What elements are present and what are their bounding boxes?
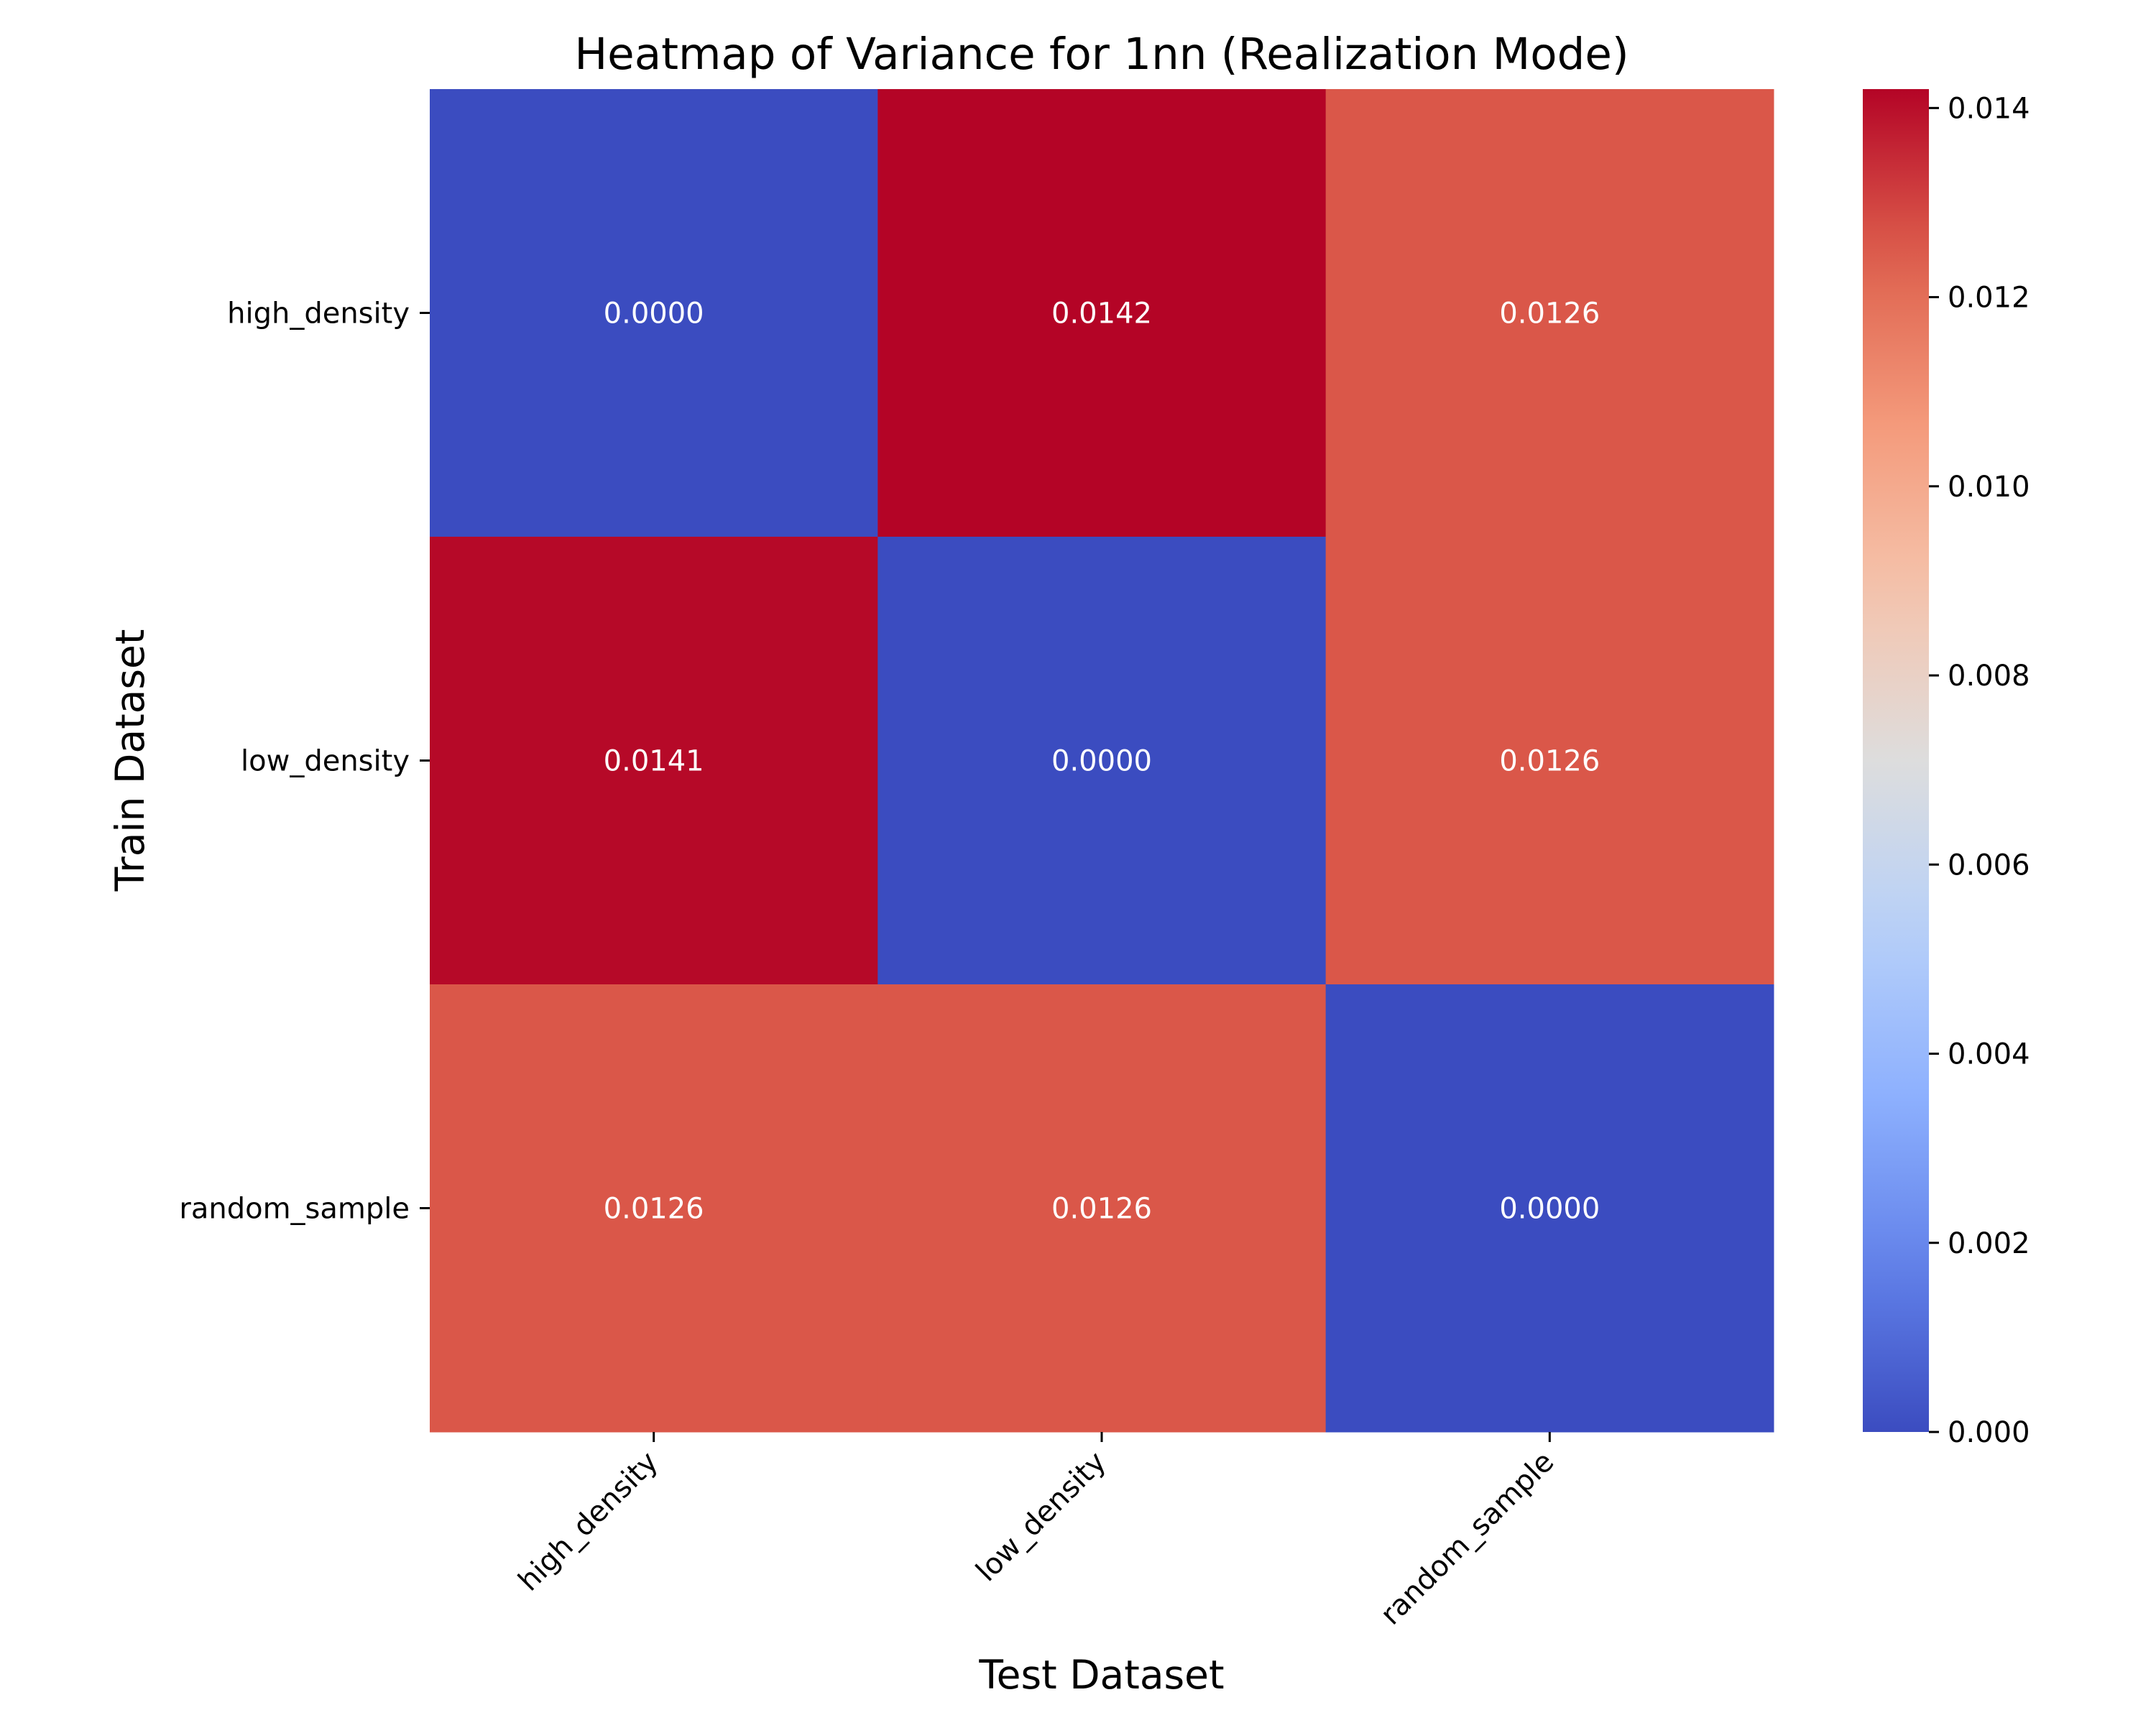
- colorbar-tick-label: 0.008: [1948, 660, 2030, 693]
- heatmap-cell: [430, 984, 878, 1433]
- colorbar: [1863, 89, 1929, 1432]
- heatmap-cell: [1325, 984, 1774, 1433]
- y-tick-label: low_density: [241, 745, 410, 778]
- x-axis-label: Test Dataset: [978, 1652, 1224, 1698]
- colorbar-tick-label: 0.002: [1948, 1227, 2030, 1260]
- x-axis-ticks: high_density low_density random_sample: [512, 1432, 1560, 1632]
- cell-value-label: 0.0126: [1499, 745, 1600, 778]
- colorbar-tick-label: 0.006: [1948, 849, 2030, 882]
- heatmap-cell: [430, 89, 878, 537]
- colorbar-tick-label: 0.004: [1948, 1038, 2030, 1071]
- y-tick-label: high_density: [227, 297, 410, 331]
- heatmap-cell: [877, 537, 1327, 985]
- cell-value-label: 0.0000: [1051, 745, 1152, 778]
- x-tick-label: low_density: [969, 1446, 1112, 1589]
- y-axis-label: Train Dataset: [107, 629, 153, 892]
- colorbar-ticks: 0.000 0.002 0.004 0.006 0.008 0.010 0.012 0.014: [1929, 92, 2030, 1449]
- y-tick-label: random_sample: [179, 1193, 410, 1226]
- cell-value-label: 0.0000: [604, 297, 704, 331]
- colorbar-tick-label: 0.014: [1948, 92, 2030, 125]
- cell-value-label: 0.0000: [1499, 1193, 1600, 1226]
- heatmap-cell: [877, 89, 1327, 537]
- y-axis-ticks: high_density low_density random_sample: [179, 297, 430, 1226]
- heatmap-cell: [430, 537, 878, 985]
- x-tick-label: high_density: [512, 1446, 665, 1598]
- heatmap-cells: 0.0000 0.0142 0.0126 0.0141 0.0000 0.0126 0.01…: [430, 89, 1774, 1433]
- cell-value-label: 0.0142: [1051, 297, 1152, 331]
- heatmap-cell: [1325, 89, 1774, 537]
- heatmap-cell: [877, 984, 1327, 1433]
- cell-value-label: 0.0126: [1051, 1193, 1152, 1226]
- cell-value-label: 0.0126: [1499, 297, 1600, 331]
- x-tick-label: random_sample: [1374, 1446, 1560, 1632]
- heatmap-cell: [1325, 537, 1774, 985]
- colorbar-tick-label: 0.010: [1948, 471, 2030, 504]
- cell-value-label: 0.0141: [604, 745, 704, 778]
- colorbar-tick-label: 0.012: [1948, 282, 2030, 315]
- chart-title: Heatmap of Variance for 1nn (Realization…: [574, 29, 1628, 80]
- colorbar-tick-label: 0.000: [1948, 1416, 2030, 1449]
- cell-value-label: 0.0126: [604, 1193, 704, 1226]
